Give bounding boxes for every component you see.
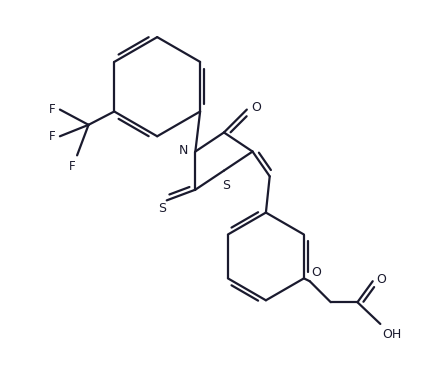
Text: OH: OH (382, 328, 402, 341)
Text: F: F (49, 103, 55, 116)
Text: O: O (312, 266, 322, 279)
Text: N: N (179, 144, 188, 157)
Text: O: O (252, 101, 261, 114)
Text: F: F (68, 160, 75, 173)
Text: F: F (49, 130, 55, 143)
Text: S: S (222, 179, 230, 192)
Text: O: O (377, 273, 386, 286)
Text: S: S (158, 202, 166, 215)
